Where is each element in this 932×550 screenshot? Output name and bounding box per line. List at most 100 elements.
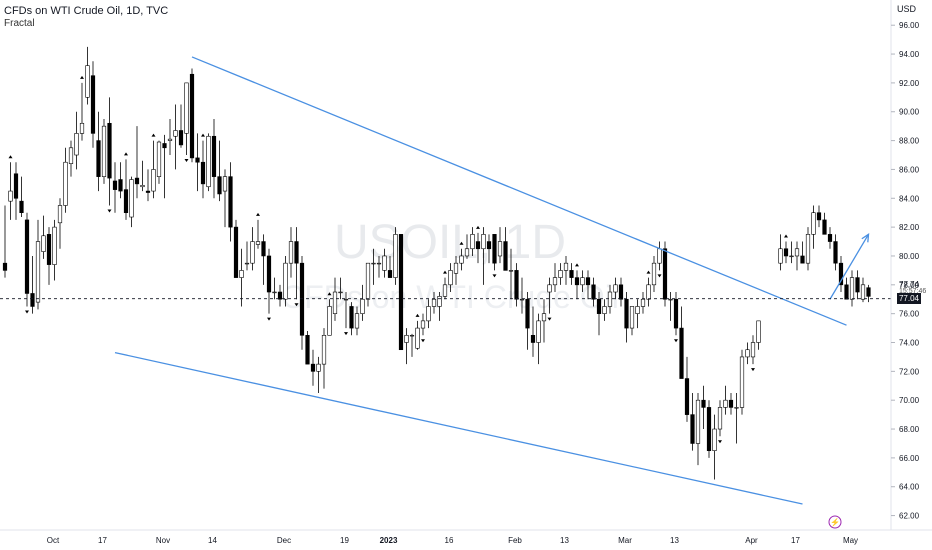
candle [701,385,706,430]
candle [211,118,217,199]
x-tick-label: Mar [618,536,632,545]
candle [46,227,52,285]
candle-body [272,291,277,294]
candle-body [332,291,338,314]
candle [398,234,404,351]
candle-body [85,65,90,98]
candle [217,140,222,202]
candle-body [167,138,173,141]
candle-body [382,255,387,271]
candle-body [635,306,640,314]
candle-body [481,234,486,250]
candle [822,212,827,235]
candle-body [607,291,613,307]
candle-body [690,414,695,444]
candle-body [855,277,860,293]
candle [327,299,332,336]
time-axis[interactable]: Oct 17 Nov 14 Dec 19 2023 16 Feb 13 Mar 13 Apr 17 May [47,536,858,545]
candle-body [96,140,101,177]
candle-body [525,298,530,329]
candle [24,212,30,307]
lower-channel-line [114,351,803,505]
candle [453,255,459,285]
candle-body [679,327,684,379]
candle [805,227,811,271]
candle [244,241,250,271]
candle [580,270,585,293]
candle-body [816,212,822,221]
candle-body [79,122,85,134]
candle [607,284,613,314]
candle-body [503,241,508,271]
y-tick-label: 84.00 [899,194,920,203]
candle-body [244,262,250,265]
candle [338,277,343,300]
upper-channel-line [191,56,847,326]
candle [145,169,151,202]
candle [673,292,679,336]
candle-body [189,73,195,159]
candle [140,160,145,192]
y-tick-label: 70.00 [899,396,920,405]
candle-body [420,320,426,329]
watermark-symbol: USOIL, 1D [334,216,566,269]
drawing-lines[interactable] [0,56,891,505]
fractal-down-marker [294,303,299,307]
candle [371,248,376,285]
fractal-down-marker [657,274,662,278]
candle-body [442,284,448,297]
lightning-icon: ⚡ [830,517,840,527]
fractal-up-marker [646,270,651,274]
candle-body [514,270,519,300]
candle-body [822,219,827,235]
candle-body [360,298,365,314]
candle [310,349,316,386]
fractal-up-marker [415,313,420,317]
candle [657,241,662,271]
candle-body [415,327,420,349]
candle [200,140,206,199]
candle-body [431,298,437,307]
candle [255,219,261,249]
candle-body [387,270,393,278]
candle [387,255,393,278]
candle [800,241,805,264]
candle [404,328,409,365]
candle-body [437,296,442,307]
candle-body [783,248,789,257]
candle [52,219,57,281]
candle [855,270,860,300]
candle-body [519,298,525,301]
candle [706,400,712,458]
candle [811,205,816,249]
candle-body [734,407,739,409]
y-tick-label: 82.00 [899,223,920,232]
fractal-down-marker [751,368,755,372]
candle [321,328,327,389]
candle-body [206,135,211,188]
last-price: 77.74 [899,279,920,289]
candle-body [552,277,558,286]
candle-body [453,262,459,274]
candle-body [8,190,13,202]
candle [684,356,690,422]
candle-body [239,270,244,278]
price-axis[interactable]: 62.00 64.00 66.00 68.00 70.00 72.00 74.00 76.00… [891,21,920,521]
candle-body [310,363,316,372]
candle [574,270,580,300]
x-tick-label: Nov [156,536,170,545]
alert-button[interactable]: ⚡ [828,515,842,529]
candle [299,255,305,350]
candle [640,292,646,314]
candle [481,227,486,285]
candle [349,302,354,336]
candle-body [624,298,629,329]
x-tick-label: Dec [277,536,291,545]
candle [382,248,387,278]
candle [167,118,173,156]
indicator-label[interactable]: Fractal [4,18,35,29]
candle-body [536,320,541,343]
candle [184,82,189,156]
candle-body [756,320,761,343]
